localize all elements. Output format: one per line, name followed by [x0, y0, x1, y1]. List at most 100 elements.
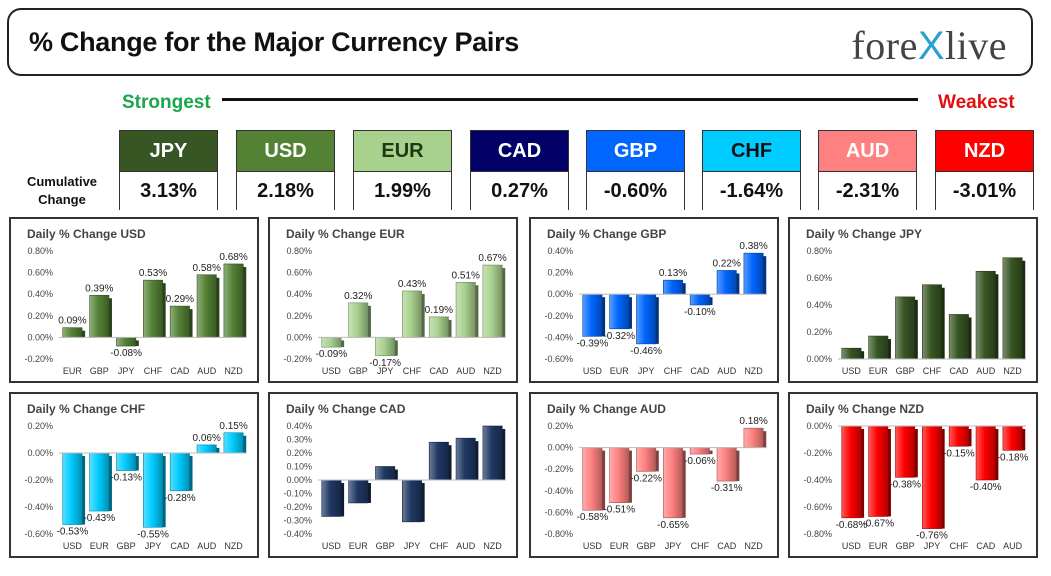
bar-eur [609, 293, 630, 330]
bar-jpy [143, 452, 163, 528]
logo-x: X [917, 24, 946, 68]
y-tick-label: -0.20% [24, 354, 53, 364]
y-tick-label: 0.20% [286, 448, 312, 458]
y-tick-label: 0.20% [547, 268, 573, 278]
data-label: 0.15% [219, 421, 247, 432]
bar-usd [582, 447, 603, 511]
y-tick-label: 0.00% [806, 421, 832, 431]
chart-panel: Daily % Change USD -0.20% 0.00% 0.20% 0.40% 0… [9, 217, 259, 383]
bar-side-eur [887, 429, 891, 517]
bar-gbp [895, 425, 916, 478]
data-label: -0.39% [577, 338, 609, 349]
bar-side-usd [341, 340, 345, 348]
currency-card-name: JPY [120, 131, 217, 172]
chart-title: Daily % Change AUD [547, 402, 666, 416]
y-tick-label: 0.00% [547, 443, 573, 453]
chart-panel: Daily % Change JPY 0.00% 0.20% 0.40% 0.60% 0.… [788, 217, 1038, 383]
bar-side-aud [736, 273, 740, 295]
x-tick-label: CHF [664, 366, 683, 376]
y-tick-label: 0.60% [806, 273, 832, 283]
bar-chf [922, 284, 942, 360]
bar-cad [169, 305, 190, 338]
bar-usd [841, 347, 862, 360]
y-tick-label: -0.80% [544, 529, 573, 539]
bar-nzd [482, 425, 503, 481]
data-label: 0.51% [452, 270, 480, 281]
bar-side-gbp [367, 305, 371, 338]
currency-card-value: 2.18% [237, 172, 334, 210]
data-label: -0.68% [836, 520, 868, 531]
bar-chf [663, 279, 683, 295]
y-tick-label: 0.80% [286, 246, 312, 256]
currency-card-value: 3.13% [120, 172, 217, 210]
bar-chart: -0.80% -0.60% -0.40% -0.20% 0.00% -0.68% USD -0… [803, 421, 1028, 551]
bar-side-eur [367, 483, 371, 503]
x-tick-label: USD [583, 366, 603, 376]
bar-eur [868, 335, 889, 360]
bar-side-usd [341, 483, 345, 517]
bar-gbp [348, 302, 369, 338]
bar-chart: 0.00% 0.20% 0.40% 0.60% 0.80% USD EUR GBP CHF CAD… [806, 246, 1026, 376]
bar-cad [169, 452, 190, 492]
y-tick-label: -0.20% [544, 464, 573, 474]
x-tick-label: USD [842, 541, 862, 551]
data-label: -0.58% [577, 512, 609, 523]
bar-chf [143, 279, 163, 338]
x-tick-label: GBP [117, 541, 136, 551]
currency-card-name: EUR [354, 131, 451, 172]
y-tick-label: 0.40% [547, 246, 573, 256]
bar-chart: -0.20% 0.00% 0.20% 0.40% 0.60% 0.80% 0.09% EUR 0… [24, 246, 247, 376]
x-tick-label: GBP [376, 541, 395, 551]
bar-cad [428, 316, 449, 338]
bar-side-nzd [763, 256, 767, 295]
x-tick-label: EUR [63, 366, 83, 376]
bar-aud [455, 282, 476, 338]
x-tick-label: CAD [429, 366, 449, 376]
bar-side-jpy [135, 340, 139, 347]
bar-aud [196, 274, 217, 338]
currency-card-cad: CAD 0.27% [470, 130, 569, 210]
y-tick-label: 0.00% [286, 475, 312, 485]
y-tick-label: 0.20% [806, 327, 832, 337]
bar-aud [716, 270, 737, 295]
x-tick-label: NZD [224, 366, 243, 376]
logo-text-b: live [945, 23, 1007, 68]
bar-side-jpy [394, 340, 398, 356]
y-tick-label: -0.20% [283, 502, 312, 512]
y-tick-label: -0.20% [24, 475, 53, 485]
bar-side-jpy [655, 297, 659, 344]
x-tick-label: JPY [118, 366, 135, 376]
x-tick-label: EUR [869, 366, 889, 376]
x-tick-label: USD [842, 366, 862, 376]
x-tick-label: EUR [610, 366, 630, 376]
bar-jpy [922, 425, 942, 529]
data-label: -0.08% [110, 348, 142, 359]
x-tick-label: GBP [637, 541, 656, 551]
cumulative-label-line1: Cumulative [26, 174, 98, 189]
y-tick-label: 0.40% [286, 421, 312, 431]
x-tick-label: CAD [949, 366, 969, 376]
currency-card-jpy: JPY 3.13% [119, 130, 218, 210]
bar-side-nzd [243, 266, 247, 338]
x-tick-label: USD [322, 366, 342, 376]
bar-eur [348, 479, 369, 504]
y-tick-label: -0.40% [544, 332, 573, 342]
bar-side-aud [475, 441, 479, 480]
bar-side-eur [108, 456, 112, 512]
bar-chf [428, 441, 449, 481]
currency-card-value: -2.31% [819, 172, 916, 210]
currency-card-value: -3.01% [936, 172, 1033, 210]
chart-title: Daily % Change CHF [27, 402, 146, 416]
bar-side-eur [887, 339, 891, 359]
y-tick-label: 0.20% [547, 421, 573, 431]
x-tick-label: JPY [665, 541, 682, 551]
data-label: 0.06% [193, 433, 221, 444]
bar-side-chf [448, 445, 452, 480]
y-tick-label: -0.10% [283, 489, 312, 499]
bar-nzd [1002, 257, 1023, 360]
bar-gbp [636, 447, 657, 472]
bar-usd [321, 337, 342, 348]
data-label: -0.65% [657, 520, 689, 531]
bar-eur [62, 327, 83, 338]
currency-card-name: NZD [936, 131, 1033, 172]
